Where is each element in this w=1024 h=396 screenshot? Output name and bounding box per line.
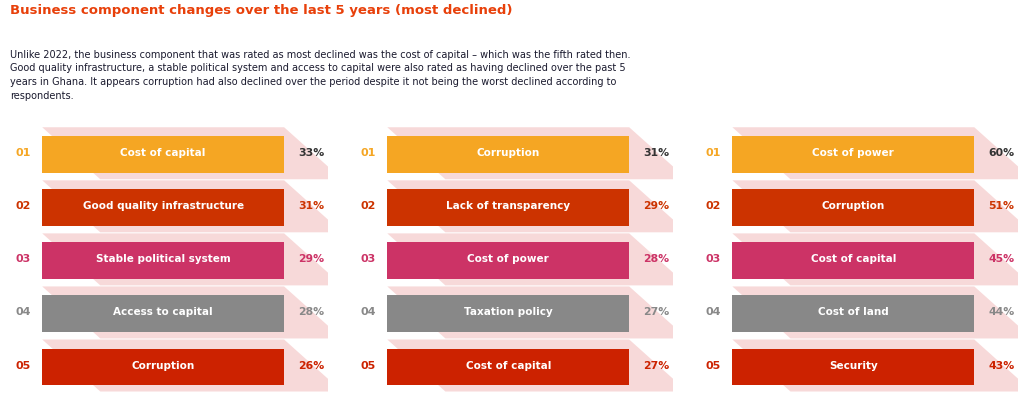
Polygon shape [42,286,342,339]
Bar [732,136,974,173]
Text: 29%: 29% [298,254,325,265]
Text: Lack of transparency: Lack of transparency [446,201,570,211]
Text: 05: 05 [706,360,721,371]
Polygon shape [387,286,687,339]
Polygon shape [732,286,1024,339]
Text: 27%: 27% [643,307,670,318]
Text: 05: 05 [15,360,31,371]
Text: 45%: 45% [988,254,1015,265]
Bar [732,242,974,279]
Text: 27%: 27% [643,360,670,371]
Polygon shape [42,233,342,286]
Polygon shape [732,127,1024,179]
Bar [732,189,974,226]
Text: 01: 01 [360,148,376,158]
Polygon shape [387,233,687,286]
Text: 31%: 31% [298,201,325,211]
Text: 03: 03 [15,254,31,265]
Text: Unlike 2022, the business component that was rated as most declined was the cost: Unlike 2022, the business component that… [10,50,631,101]
Text: Good quality infrastructure: Good quality infrastructure [83,201,244,211]
Bar [387,242,629,279]
Text: 05: 05 [360,360,376,371]
Polygon shape [732,233,1024,286]
Text: 26%: 26% [298,360,325,371]
Polygon shape [42,180,342,232]
Bar [732,348,974,385]
Text: 31%: 31% [643,148,670,158]
Text: 43%: 43% [988,360,1015,371]
Bar [42,136,284,173]
Text: 04: 04 [706,307,721,318]
Polygon shape [387,180,687,232]
Polygon shape [387,127,687,179]
Text: 03: 03 [706,254,721,265]
Polygon shape [42,339,342,392]
Text: 60%: 60% [988,148,1015,158]
Text: 29%: 29% [643,201,670,211]
Text: 02: 02 [360,201,376,211]
Bar [387,189,629,226]
Bar [387,136,629,173]
Text: Business component changes over the last 5 years (most declined): Business component changes over the last… [10,4,513,17]
Text: Stable political system: Stable political system [96,254,230,265]
Text: Cost of land: Cost of land [818,307,889,318]
Text: 01: 01 [706,148,721,158]
Text: 28%: 28% [643,254,670,265]
Bar [42,295,284,332]
Text: Corruption: Corruption [131,360,195,371]
Polygon shape [42,127,342,179]
Text: 02: 02 [706,201,721,211]
Polygon shape [732,180,1024,232]
Bar [42,348,284,385]
Text: 51%: 51% [988,201,1015,211]
Text: Security: Security [829,360,878,371]
Text: 01: 01 [15,148,31,158]
Bar [387,348,629,385]
Text: Cost of capital: Cost of capital [811,254,896,265]
Text: 28%: 28% [298,307,325,318]
Text: 03: 03 [360,254,376,265]
Polygon shape [732,339,1024,392]
Text: Cost of capital: Cost of capital [121,148,206,158]
Polygon shape [387,339,687,392]
Text: 33%: 33% [298,148,325,158]
Text: 04: 04 [15,307,31,318]
Text: Corruption: Corruption [476,148,540,158]
Text: Corruption: Corruption [821,201,885,211]
Text: Cost of capital: Cost of capital [466,360,551,371]
Bar [42,242,284,279]
Bar [732,295,974,332]
Text: Access to capital: Access to capital [114,307,213,318]
Text: 04: 04 [360,307,376,318]
Text: 02: 02 [15,201,31,211]
Bar [387,295,629,332]
Text: Taxation policy: Taxation policy [464,307,553,318]
Text: Cost of power: Cost of power [812,148,894,158]
Bar [42,189,284,226]
Text: 44%: 44% [988,307,1015,318]
Text: Cost of power: Cost of power [467,254,549,265]
